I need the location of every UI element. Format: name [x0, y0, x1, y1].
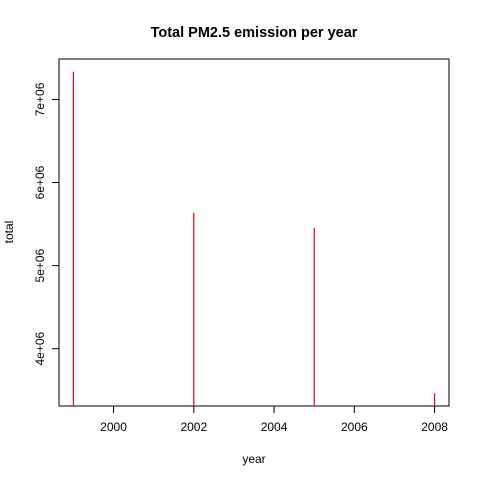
x-axis: 2000 2002 2004 2006 2008 [100, 406, 448, 434]
x-tick-label-2004: 2004 [261, 420, 288, 434]
chart-title: Total PM2.5 emission per year [151, 25, 358, 41]
y-axis-label: total [2, 221, 16, 244]
plot-frame [58, 58, 450, 407]
bars-layer [72, 71, 436, 406]
y-tick-label-2: 6e+06 [33, 165, 47, 199]
x-tick-label-2006: 2006 [341, 420, 368, 434]
y-tick-label-3: 7e+06 [33, 82, 47, 116]
x-tick-label-2002: 2002 [180, 420, 207, 434]
y-axis: 4e+06 5e+06 6e+06 7e+06 [33, 82, 59, 366]
y-tick-label-1: 5e+06 [33, 248, 47, 282]
x-tick-label-2000: 2000 [100, 420, 127, 434]
x-axis-label: year [242, 452, 265, 466]
y-tick-label-0: 4e+06 [33, 332, 47, 366]
x-tick-label-2008: 2008 [421, 420, 448, 434]
